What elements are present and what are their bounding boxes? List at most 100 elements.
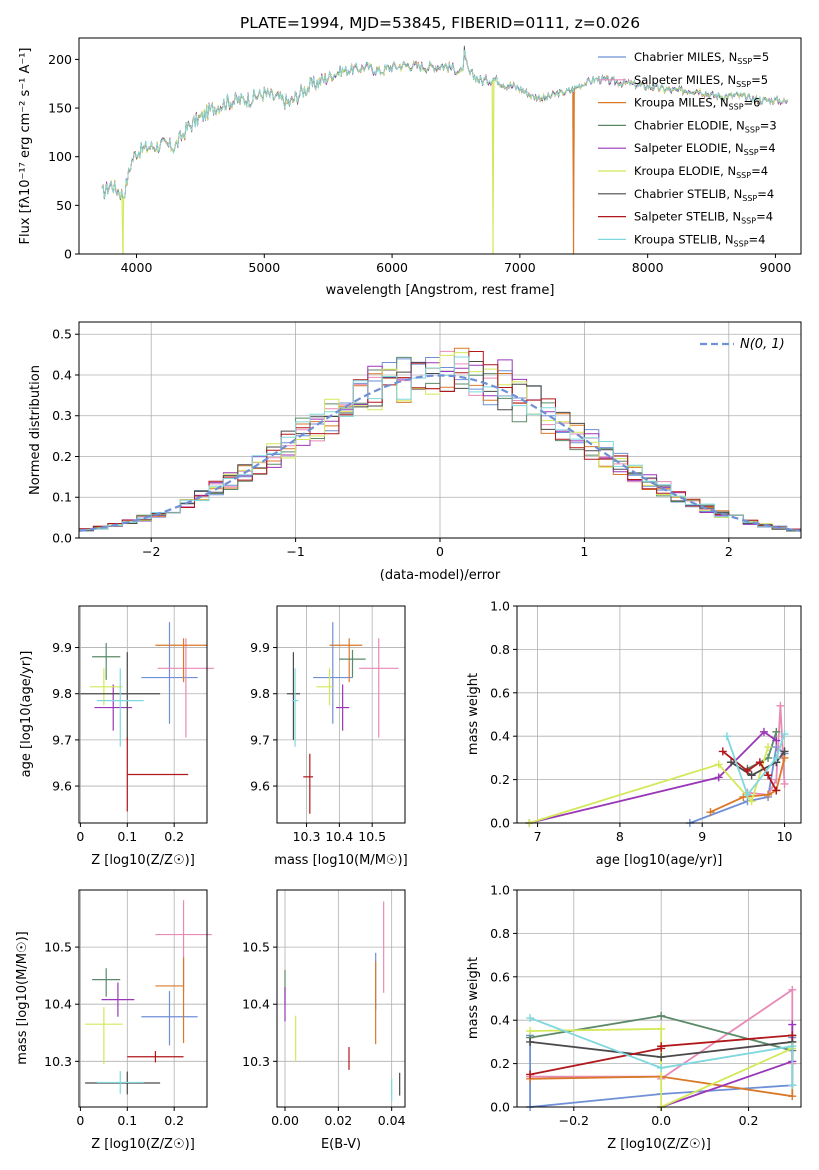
mass_vs_ebv-ytick-label: 10.3 <box>242 1054 270 1069</box>
weight_vs_z-xtick-label: −0.2 <box>559 1113 589 1128</box>
age-vs-mass-xlabel: mass [log10(M/M☉)] <box>274 853 407 868</box>
residuals-ytick-label: 0.2 <box>52 449 72 464</box>
spectrum-xtick-label: 7000 <box>504 260 536 275</box>
age-vs-mass-panel: 10.3 10.4 10.5 9.6 9.7 9.8 9.9 mass [log10(M/M… <box>250 605 408 868</box>
figure-title: PLATE=1994, MJD=53845, FIBERID=0111, z=0… <box>240 14 640 32</box>
weight_vs_age-marker-7 <box>755 758 764 767</box>
weight-vs-age-frame <box>516 605 802 824</box>
weight_vs_age-xtick-label: 9 <box>698 829 706 844</box>
spectrum-ytick-label: 50 <box>56 198 72 213</box>
age_vs_z-ytick-label: 9.6 <box>52 779 72 794</box>
weight_vs_age-marker-8 <box>722 732 731 741</box>
spectrum-line-8 <box>101 49 788 199</box>
residuals-xlabel: (data-model)/error <box>380 568 501 583</box>
residuals-xtick-label: −1 <box>286 544 304 559</box>
weight_vs_z-marker-4 <box>788 1020 797 1029</box>
legend-label-6: Chabrier STELIB, NSSP=4 <box>634 187 774 203</box>
age_vs_mass-ytick-label: 9.6 <box>250 779 270 794</box>
weight_vs_age-marker-2 <box>706 808 715 817</box>
weight_vs_age-ytick-label: 0.8 <box>490 642 510 657</box>
mass-vs-ebv-xlabel: E(B-V) <box>321 1137 361 1152</box>
weight_vs_age-marker-5 <box>747 797 756 806</box>
legend-label-5: Kroupa ELODIE, NSSP=4 <box>634 164 768 180</box>
legend-label-7: Salpeter STELIB, NSSP=4 <box>634 210 773 226</box>
age_vs_mass-xtick-label: 10.5 <box>358 829 386 844</box>
residuals-panel: −2 −1 0 1 2 0.0 0.1 0.2 0.3 0.4 0.5 (data-model)/e… <box>28 321 802 583</box>
age-vs-metallicity-ylabel: age [log10(age/yr)] <box>19 651 34 778</box>
weight_vs_age-marker-4 <box>759 727 768 736</box>
mass_vs_ebv-xtick-label: 0.04 <box>378 1113 406 1128</box>
weight-vs-age-xlabel: age [log10(age/yr)] <box>596 853 723 868</box>
spectrum-ytick-label: 0 <box>64 247 72 262</box>
weight_vs_age-marker-8 <box>743 790 752 799</box>
weight-vs-age-panel: 7 8 9 10 0.0 0.2 0.4 0.6 0.8 1.0 age [log10(age/y… <box>466 599 802 868</box>
spectrum-xtick-label: 9000 <box>760 260 792 275</box>
spectrum-ytick-label: 150 <box>48 101 72 116</box>
residuals-ytick-label: 0.3 <box>52 408 72 423</box>
weight_vs_age-ytick-label: 0.2 <box>490 772 510 787</box>
weight-vs-metallicity-xlabel: Z [log10(Z/Z☉)] <box>607 1137 711 1152</box>
weight_vs_age-marker-5 <box>764 743 773 752</box>
mass_vs_z-ytick-label: 10.3 <box>44 1054 72 1069</box>
weight_vs_age-marker-2 <box>739 792 748 801</box>
weight_vs_age-marker-7 <box>718 747 727 756</box>
spectrum-panel: 4000 5000 6000 7000 8000 9000 0 50 100 150 200 wav… <box>18 37 802 298</box>
residuals-ytick-label: 0.4 <box>52 367 72 382</box>
weight_vs_age-marker-1 <box>780 779 789 788</box>
age_vs_mass-xtick-label: 10.3 <box>293 829 321 844</box>
weight_vs_z-marker-8 <box>788 1081 797 1090</box>
weight_vs_age-marker-2 <box>764 790 773 799</box>
weight_vs_age-xtick-label: 10 <box>777 829 793 844</box>
weight_vs_z-xtick-label: 0.0 <box>651 1113 671 1128</box>
residuals-xtick-label: −2 <box>142 544 160 559</box>
gauss-legend: N(0, 1) <box>700 337 785 352</box>
weight_vs_z-marker-5 <box>526 1027 535 1036</box>
mass_vs_z-ytick-label: 10.5 <box>44 940 72 955</box>
residuals-xtick-label: 2 <box>725 544 733 559</box>
mass_vs_ebv-ytick-label: 10.4 <box>242 997 270 1012</box>
spectrum-xtick-label: 6000 <box>376 260 408 275</box>
mass-vs-metallicity-xlabel: Z [log10(Z/Z☉)] <box>91 1137 195 1152</box>
weight_vs_age-marker-4 <box>714 773 723 782</box>
mass_vs_ebv-xtick-label: 0.02 <box>324 1113 352 1128</box>
mass_vs_z-xtick-label: 0 <box>76 1113 84 1128</box>
weight_vs_z-marker-6 <box>526 1037 535 1046</box>
weight_vs_age-marker-6 <box>747 771 756 780</box>
spectrum-ytick-label: 200 <box>48 52 72 67</box>
legend-label-0: Chabrier MILES, NSSP=5 <box>634 50 769 66</box>
weight_vs_age-series-5 <box>529 746 769 824</box>
spectrum-xtick-label: 8000 <box>632 260 664 275</box>
spectrum-xtick-label: 5000 <box>248 260 280 275</box>
spectrum-ytick-label: 100 <box>48 149 72 164</box>
weight_vs_age-ytick-label: 0.6 <box>490 685 510 700</box>
residuals-xtick-label: 0 <box>436 544 444 559</box>
spectrum-ylabel: Flux [fλ10⁻¹⁷ erg cm⁻² s⁻¹ A⁻¹] <box>18 48 33 245</box>
age_vs_mass-ytick-label: 9.8 <box>250 686 270 701</box>
age-vs-metallicity-panel: 0 0.1 0.2 9.6 9.7 9.8 9.9 Z [log10(Z/Z☉)] age … <box>19 605 215 868</box>
weight_vs_age-ytick-label: 1.0 <box>490 599 510 614</box>
weight_vs_age-marker-6 <box>780 747 789 756</box>
weight_vs_age-marker-8 <box>772 753 781 762</box>
weight_vs_z-marker-2 <box>788 1092 797 1101</box>
weight_vs_z-ytick-label: 1.0 <box>490 883 510 898</box>
legend-label-8: Kroupa STELIB, NSSP=4 <box>634 232 765 248</box>
mass_vs_z-xtick-label: 0.2 <box>164 1113 184 1128</box>
weight_vs_z-xtick-label: 0.2 <box>739 1113 759 1128</box>
gauss-legend-label: N(0, 1) <box>740 337 785 352</box>
weight_vs_age-marker-4 <box>772 736 781 745</box>
weight_vs_z-marker-3 <box>657 1011 666 1020</box>
mass-vs-ebv-panel: 0.00 0.02 0.04 10.3 10.4 10.5 E(B-V) <box>242 889 406 1152</box>
gaussian-curve <box>78 374 802 532</box>
mass-vs-ebv-frame <box>276 889 406 1108</box>
weight_vs_age-ytick-label: 0.0 <box>490 816 510 831</box>
weight_vs_z-series-8 <box>529 1017 794 1086</box>
weight_vs_z-ytick-label: 0.4 <box>490 1013 510 1028</box>
legend-label-1: Salpeter MILES, NSSP=5 <box>634 73 768 89</box>
legend-label-2: Kroupa MILES, NSSP=6 <box>634 96 760 112</box>
mass_vs_ebv-xtick-label: 0.00 <box>271 1113 299 1128</box>
weight_vs_age-xtick-label: 7 <box>534 829 542 844</box>
age_vs_z-xtick-label: 0 <box>76 829 84 844</box>
weight_vs_z-ytick-label: 0.8 <box>490 926 510 941</box>
weight_vs_age-xtick-label: 8 <box>616 829 624 844</box>
